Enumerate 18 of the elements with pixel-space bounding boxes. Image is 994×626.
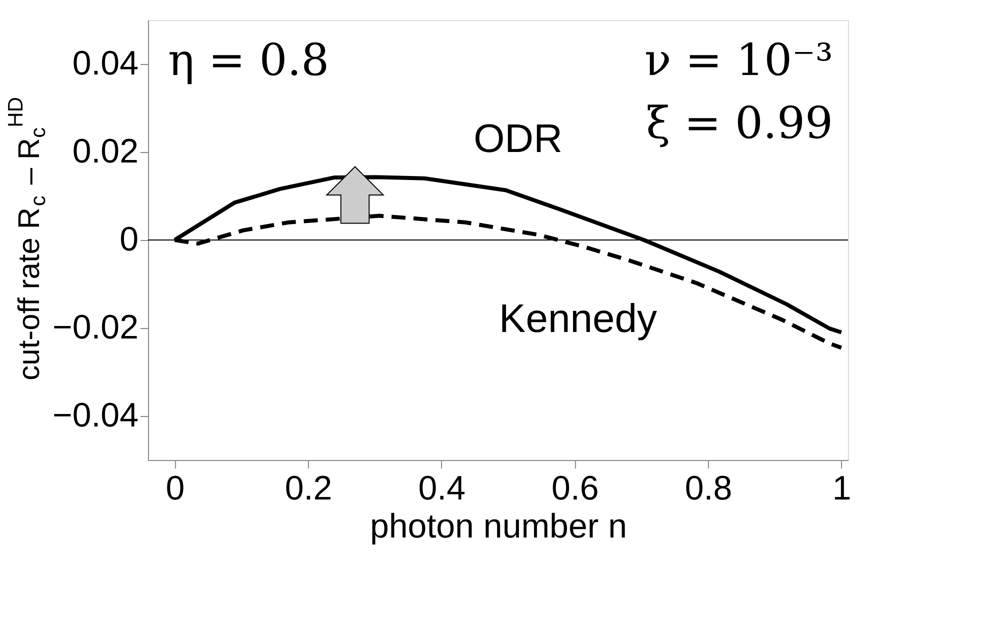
annotation: ξ = 0.99 (646, 98, 833, 149)
y-tick-label: −0.04 (52, 396, 138, 434)
x-tick-label: 0.6 (552, 470, 599, 508)
y-tick-label: 0.04 (72, 44, 138, 82)
y-tick-label: −0.02 (52, 308, 138, 346)
y-tick-label: 0 (120, 220, 138, 258)
annotation: ν = 10⁻³ (644, 35, 833, 86)
x-tick-label: 0.4 (418, 470, 466, 508)
x-tick-label: 0.2 (284, 470, 332, 508)
annotation: η = 0.8 (168, 35, 330, 86)
y-axis-title: cut-off rate Rc – RcHD (4, 97, 50, 380)
x-axis-title: photon number n (370, 508, 628, 546)
series-label: ODR (474, 117, 562, 161)
x-tick-label: 0.8 (684, 470, 732, 508)
x-tick-label: 1 (832, 470, 852, 508)
x-tick-label: 0 (166, 470, 185, 508)
y-tick-label: 0.02 (72, 132, 138, 170)
series-label: Kennedy (499, 297, 657, 341)
